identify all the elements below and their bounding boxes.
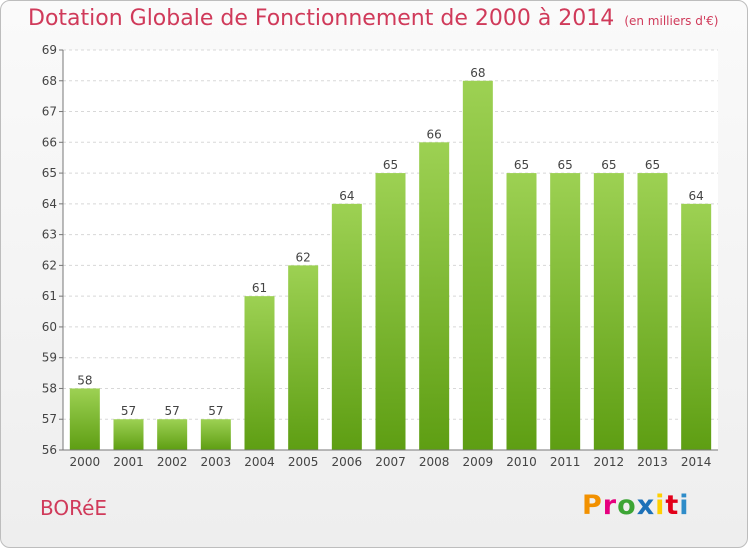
bar xyxy=(157,419,188,450)
data-label: 68 xyxy=(470,66,485,80)
logo-letter: x xyxy=(636,490,656,521)
y-tick-label: 68 xyxy=(42,74,57,88)
data-label: 65 xyxy=(514,158,529,172)
x-tick-label: 2007 xyxy=(375,455,406,469)
title-unit: (en milliers d'€) xyxy=(624,14,719,28)
bar xyxy=(331,203,362,450)
bar xyxy=(506,173,537,451)
bar xyxy=(637,173,668,451)
data-label: 65 xyxy=(601,158,616,172)
y-tick-label: 58 xyxy=(42,381,57,395)
bar xyxy=(200,419,231,450)
y-tick-label: 56 xyxy=(42,443,57,457)
data-label: 62 xyxy=(296,250,311,264)
bar xyxy=(550,173,581,451)
x-tick-label: 2005 xyxy=(288,455,319,469)
x-tick-label: 2001 xyxy=(113,455,144,469)
logo-letter: r xyxy=(602,490,618,521)
title-text: Dotation Globale de Fonctionnement de 20… xyxy=(28,6,615,31)
commune-name: BORéE xyxy=(40,496,108,520)
logo-letter: i xyxy=(655,490,666,521)
data-label: 65 xyxy=(645,158,660,172)
bar xyxy=(244,296,275,450)
x-tick-label: 2000 xyxy=(70,455,101,469)
y-tick-label: 57 xyxy=(42,412,57,426)
bar xyxy=(375,173,406,451)
data-label: 65 xyxy=(383,158,398,172)
y-tick-label: 66 xyxy=(42,135,57,149)
data-label: 57 xyxy=(121,404,136,418)
logo-letter: P xyxy=(582,490,603,521)
x-tick-label: 2011 xyxy=(550,455,581,469)
data-label: 58 xyxy=(77,373,92,387)
data-label: 57 xyxy=(208,404,223,418)
data-label: 65 xyxy=(558,158,573,172)
x-tick-label: 2006 xyxy=(332,455,363,469)
y-tick-label: 64 xyxy=(42,197,57,211)
bar xyxy=(69,388,100,450)
logo-letter: i xyxy=(679,490,690,521)
proxiti-logo: Proxiti xyxy=(582,490,690,521)
x-tick-label: 2013 xyxy=(637,455,668,469)
x-tick-label: 2004 xyxy=(244,455,275,469)
bar xyxy=(288,265,319,450)
data-label: 66 xyxy=(427,127,442,141)
x-tick-label: 2009 xyxy=(463,455,494,469)
data-label: 64 xyxy=(689,189,704,203)
bar xyxy=(681,203,712,450)
bar xyxy=(462,80,493,451)
y-tick-label: 69 xyxy=(42,43,57,57)
x-tick-label: 2014 xyxy=(681,455,712,469)
chart-title: Dotation Globale de Fonctionnement de 20… xyxy=(28,6,718,31)
x-tick-label: 2012 xyxy=(594,455,625,469)
x-tick-label: 2002 xyxy=(157,455,188,469)
bar xyxy=(419,142,450,451)
data-label: 64 xyxy=(339,189,354,203)
y-tick-label: 63 xyxy=(42,228,57,242)
logo-letter: o xyxy=(617,490,637,521)
y-tick-label: 65 xyxy=(42,166,57,180)
data-label: 61 xyxy=(252,281,267,295)
y-tick-label: 60 xyxy=(42,320,57,334)
y-tick-label: 67 xyxy=(42,105,57,119)
logo-letter: t xyxy=(665,490,680,521)
x-tick-label: 2010 xyxy=(506,455,537,469)
y-tick-label: 59 xyxy=(42,351,57,365)
y-tick-label: 62 xyxy=(42,258,57,272)
bar xyxy=(113,419,144,450)
bar xyxy=(593,173,624,451)
x-tick-label: 2008 xyxy=(419,455,450,469)
y-tick-label: 61 xyxy=(42,289,57,303)
data-label: 57 xyxy=(165,404,180,418)
x-tick-label: 2003 xyxy=(201,455,232,469)
